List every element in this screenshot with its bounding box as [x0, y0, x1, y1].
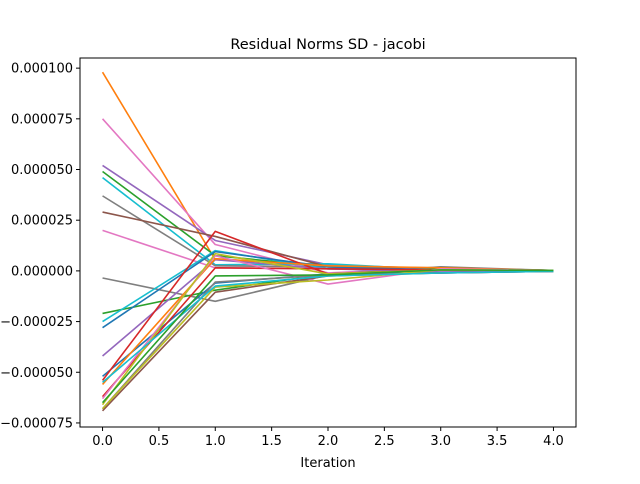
y-tick-label: 0.000075	[11, 112, 73, 127]
chart-title: Residual Norms SD - jacobi	[230, 37, 425, 53]
x-tick-label: 1.0	[205, 434, 226, 449]
y-tick-label: 0.000050	[11, 163, 73, 178]
y-tick-label: 0.000100	[11, 62, 73, 77]
y-tick-label: −0.000050	[0, 366, 73, 381]
series-line-24	[101, 269, 554, 404]
x-tick-label: 4.0	[543, 434, 564, 449]
series-layer	[101, 71, 554, 412]
x-axis-ticks: 0.0 0.5 1.0 1.5 2.0 2.5 3.0 3.5 4.0	[92, 427, 564, 449]
x-tick-label: 3.5	[487, 434, 508, 449]
x-axis-label: Iteration	[300, 456, 355, 471]
x-tick-label: 0.0	[92, 434, 113, 449]
y-tick-label: −0.000025	[0, 315, 73, 330]
y-tick-label: 0.000000	[11, 264, 73, 279]
y-tick-label: −0.000075	[0, 416, 73, 431]
x-tick-label: 2.5	[374, 434, 395, 449]
plot-area-frame	[79, 57, 577, 428]
y-axis-ticks: −0.000075 −0.000050 −0.000025 0.000000 0.000…	[0, 62, 80, 431]
x-tick-label: 0.5	[149, 434, 170, 449]
x-tick-label: 1.5	[261, 434, 282, 449]
x-tick-label: 3.0	[430, 434, 451, 449]
x-tick-label: 2.0	[318, 434, 339, 449]
y-tick-label: 0.000025	[11, 214, 73, 229]
